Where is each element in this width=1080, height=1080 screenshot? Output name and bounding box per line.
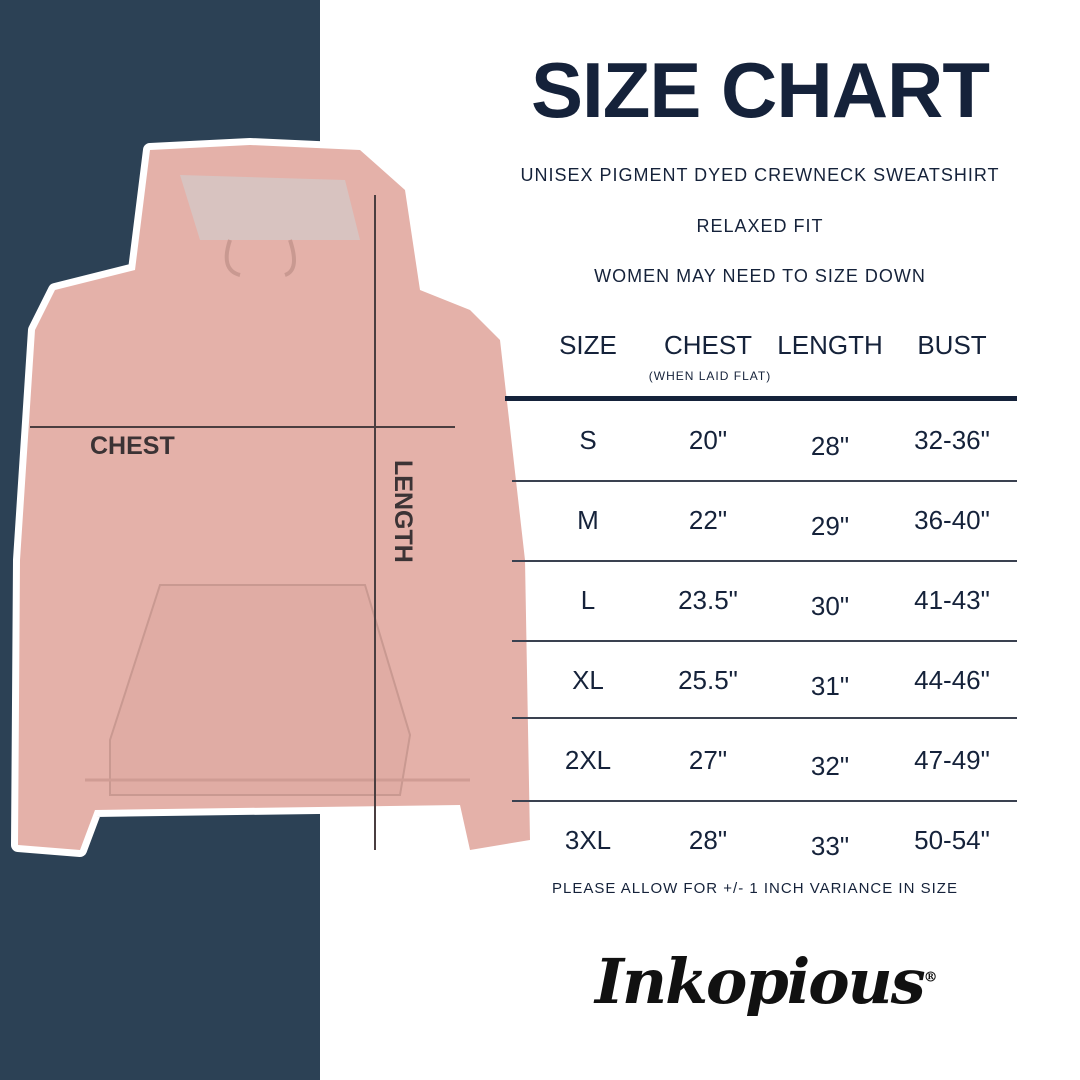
table-cell-length: 29" (810, 511, 850, 541)
table-cell-chest: 23.5" (678, 585, 738, 615)
column-header-length: LENGTH (777, 330, 883, 360)
column-header-size: SIZE (559, 330, 617, 360)
table-cell-chest: 25.5" (678, 665, 738, 695)
row-divider (512, 560, 1017, 562)
table-cell-length: 32" (810, 751, 850, 781)
table-cell-bust: 44-46" (914, 665, 990, 695)
table-cell-size: XL (572, 665, 604, 695)
chest-measure-label: CHEST (90, 432, 175, 460)
table-cell-size: L (580, 585, 596, 615)
table-cell-bust: 32-36" (914, 425, 990, 455)
length-measure-label: LENGTH (389, 460, 417, 563)
column-header-bust: BUST (917, 330, 987, 360)
row-divider (512, 800, 1017, 802)
table-cell-chest: 22" (688, 505, 728, 535)
table-cell-chest: 28" (688, 825, 728, 855)
table-cell-length: 30" (810, 591, 850, 621)
subtitle-product: UNISEX PIGMENT DYED CREWNECK SWEATSHIRT (520, 165, 1000, 185)
table-cell-size: M (577, 505, 599, 535)
footnote: PLEASE ALLOW FOR +/- 1 INCH VARIANCE IN … (552, 880, 958, 897)
header-divider (505, 396, 1017, 401)
chest-column-note: (WHEN LAID FLAT) (648, 369, 772, 383)
table-cell-chest: 27" (688, 745, 728, 775)
subtitle-fit: RELAXED FIT (696, 216, 824, 236)
page-title: SIZE CHART (531, 46, 990, 134)
table-cell-chest: 20" (688, 425, 728, 455)
table-cell-length: 33" (810, 831, 850, 861)
table-cell-length: 31" (810, 671, 850, 701)
row-divider (512, 480, 1017, 482)
hoodie-photo (11, 138, 537, 857)
table-cell-bust: 36-40" (914, 505, 990, 535)
table-cell-size: 3XL (564, 825, 612, 855)
table-cell-bust: 50-54" (914, 825, 990, 855)
row-divider (512, 640, 1017, 642)
table-cell-bust: 41-43" (914, 585, 990, 615)
subtitle-sizing-note: WOMEN MAY NEED TO SIZE DOWN (594, 266, 926, 286)
table-cell-size: S (579, 425, 597, 455)
column-header-chest: CHEST (663, 330, 753, 360)
table-cell-size: 2XL (564, 745, 612, 775)
brand-logo: Inkopious® (595, 945, 938, 1018)
table-cell-bust: 47-49" (914, 745, 990, 775)
table-cell-length: 28" (810, 431, 850, 461)
row-divider (512, 717, 1017, 719)
